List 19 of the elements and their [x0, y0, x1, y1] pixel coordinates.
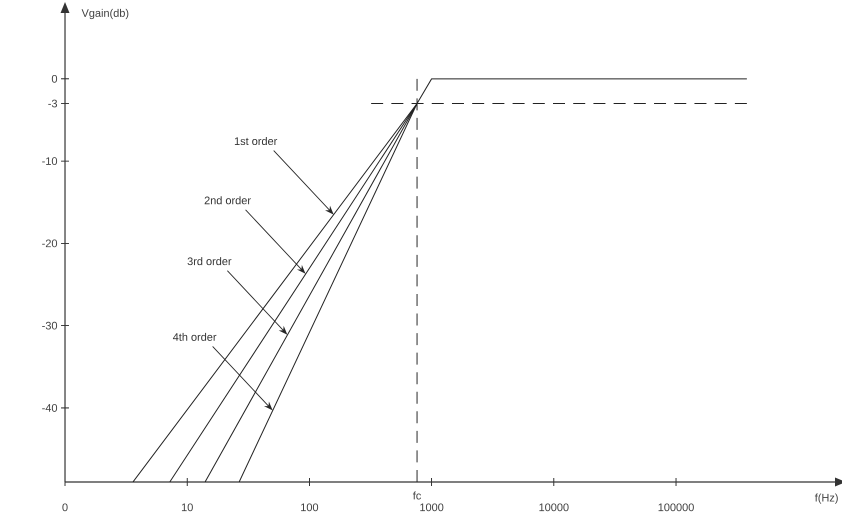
y-tick-label: -10: [42, 157, 58, 165]
x-tick-label: 100: [301, 503, 318, 512]
ref-line-label: fc: [412, 491, 422, 500]
x-tick-label: 10: [182, 503, 193, 512]
x-tick-label: 10000: [539, 503, 569, 512]
x-tick-label: 100000: [658, 503, 694, 512]
annotation: 1st order: [234, 137, 278, 146]
annotation: 4th order: [172, 332, 216, 341]
y-tick-label: -3: [48, 100, 58, 108]
y-tick-label: -40: [42, 404, 58, 412]
y-tick-label: 0: [52, 74, 58, 83]
x-axis-title: f(Hz): [814, 494, 838, 504]
y-tick-label: -30: [42, 322, 58, 330]
x-tick-label: 1000: [420, 503, 444, 512]
x-tick-label: 0: [62, 503, 68, 512]
annotation: 3rd order: [188, 257, 232, 266]
y-tick-label: -20: [42, 240, 58, 248]
annotation: 2nd order: [204, 196, 251, 204]
y-axis-title: Vgain(db): [82, 8, 128, 20]
